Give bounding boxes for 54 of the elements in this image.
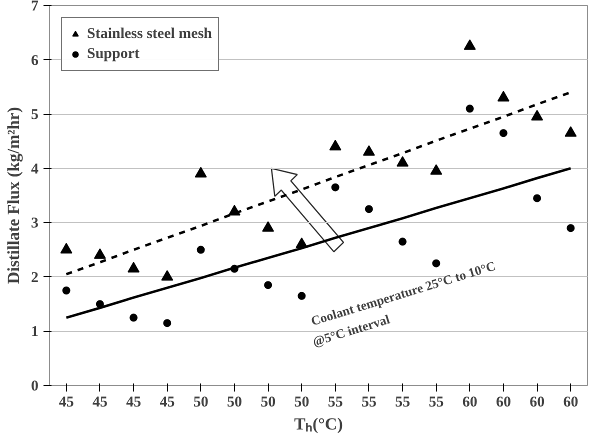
point [464,39,476,50]
y-tick-label: 3 [31,216,38,232]
x-tick-label: 45 [92,394,108,410]
point [362,145,375,156]
y-tick-label: 4 [31,161,39,178]
legend-label: Support [87,46,140,62]
x-tick-label: 50 [226,394,242,410]
x-tick-label: 55 [361,394,376,410]
x-tick-label: 50 [294,394,310,410]
y-tick-label: 1 [31,324,38,340]
point [432,259,440,268]
point [329,140,342,150]
x-tick-label: 45 [160,394,175,410]
point [60,242,72,254]
x-tick-label: 60 [530,394,545,410]
point [163,319,172,328]
point [262,221,274,232]
point [533,194,542,202]
y-tick-label: 0 [31,378,38,394]
point [298,292,306,300]
point [264,281,272,290]
x-tick-label: 55 [428,394,444,410]
point [430,164,442,175]
point [364,205,373,214]
point [194,166,207,178]
point [497,90,510,102]
point [398,238,407,246]
x-tick-label: 45 [58,394,74,410]
y-tick-label: 2 [31,270,38,286]
x-tick-label: 60 [563,394,578,410]
x-tick-label: 50 [260,394,276,410]
x-axis-title: Tₕ(°C) [294,414,343,434]
y-tick-label: 6 [31,52,39,69]
x-tick-label: 60 [462,394,478,410]
point [161,270,174,281]
point [130,314,138,322]
legend-label: Stainless steel mesh [87,26,212,42]
y-tick-label: 5 [31,107,38,124]
point [196,246,205,254]
point [128,262,140,272]
point [94,248,106,259]
y-axis-title: Distillate Flux (kg/m²hr) [4,107,23,284]
y-tick-label: 7 [31,0,39,14]
x-tick-label: 55 [395,394,410,410]
x-tick-label: 50 [193,394,208,410]
point [531,110,544,120]
x-tick-label: 45 [126,394,142,410]
point [564,126,577,137]
point [331,183,340,192]
x-tick-label: 55 [328,394,343,410]
point [396,156,409,167]
x-tick-label: 60 [496,394,511,410]
point [62,286,70,294]
point [566,224,575,232]
